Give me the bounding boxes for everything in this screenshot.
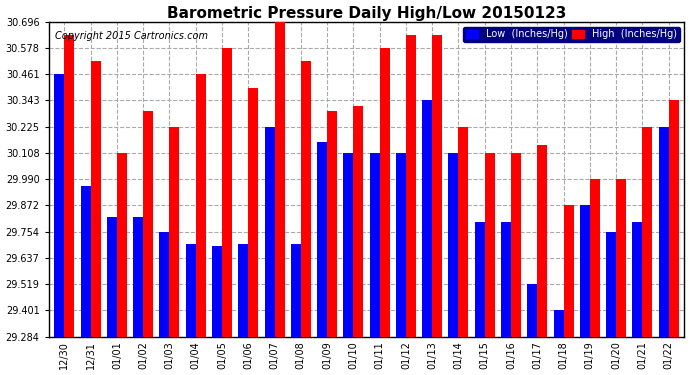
Bar xyxy=(238,244,248,337)
Bar xyxy=(327,111,337,337)
Bar xyxy=(501,222,511,337)
Bar xyxy=(406,35,416,337)
Bar xyxy=(642,127,652,337)
Bar xyxy=(475,222,485,337)
Bar xyxy=(170,127,179,337)
Bar xyxy=(291,244,301,337)
Bar xyxy=(527,284,538,337)
Bar xyxy=(370,153,380,337)
Title: Barometric Pressure Daily High/Low 20150123: Barometric Pressure Daily High/Low 20150… xyxy=(167,6,566,21)
Bar xyxy=(133,217,143,337)
Bar xyxy=(196,74,206,337)
Bar xyxy=(380,48,390,337)
Bar xyxy=(659,127,669,337)
Bar xyxy=(538,145,547,337)
Bar xyxy=(511,153,521,337)
Bar xyxy=(212,246,222,337)
Bar xyxy=(553,310,564,337)
Bar xyxy=(396,153,406,337)
Bar xyxy=(64,35,75,337)
Bar xyxy=(344,153,353,337)
Bar xyxy=(606,232,616,337)
Bar xyxy=(485,153,495,337)
Bar xyxy=(353,106,364,337)
Bar xyxy=(633,222,642,337)
Bar xyxy=(590,179,600,337)
Bar xyxy=(222,48,232,337)
Bar xyxy=(275,22,284,337)
Bar xyxy=(186,244,196,337)
Bar xyxy=(159,232,170,337)
Bar xyxy=(264,127,275,337)
Bar xyxy=(422,100,432,337)
Bar xyxy=(580,206,590,337)
Bar xyxy=(616,179,626,337)
Bar xyxy=(448,153,458,337)
Bar xyxy=(55,74,64,337)
Bar xyxy=(317,142,327,337)
Bar xyxy=(432,35,442,337)
Bar xyxy=(669,100,679,337)
Bar xyxy=(90,61,101,337)
Bar xyxy=(248,88,258,337)
Bar xyxy=(301,61,310,337)
Legend: Low  (Inches/Hg), High  (Inches/Hg): Low (Inches/Hg), High (Inches/Hg) xyxy=(463,27,680,42)
Bar xyxy=(117,153,127,337)
Bar xyxy=(143,111,153,337)
Text: Copyright 2015 Cartronics.com: Copyright 2015 Cartronics.com xyxy=(55,31,208,41)
Bar xyxy=(564,206,573,337)
Bar xyxy=(458,127,469,337)
Bar xyxy=(81,186,90,337)
Bar xyxy=(107,217,117,337)
